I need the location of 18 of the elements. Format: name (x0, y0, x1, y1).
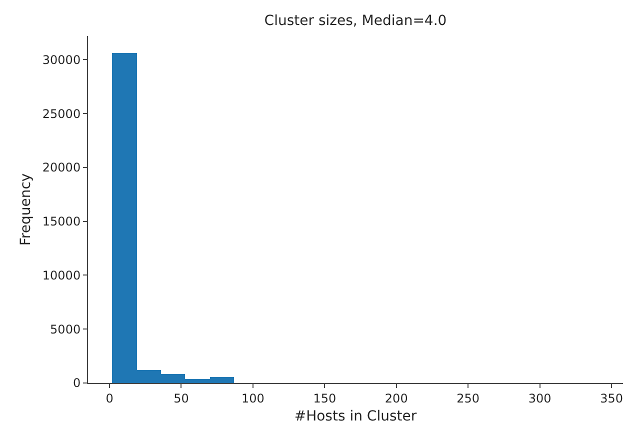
y-tick-label: 10000 (42, 268, 81, 282)
y-tick-label: 0 (72, 376, 81, 390)
y-axis-title: Frequency (18, 173, 34, 246)
x-tick-label: 50 (174, 391, 189, 406)
x-tick-label: 300 (528, 391, 552, 406)
x-tick-label: 0 (106, 391, 114, 406)
y-tick-label: 5000 (50, 322, 81, 336)
chart-title: Cluster sizes, Median=4.0 (264, 13, 447, 30)
x-tick-label: 350 (600, 391, 623, 406)
x-tick-label: 150 (313, 391, 336, 406)
x-tick-label: 100 (241, 391, 264, 406)
y-tick-label: 25000 (42, 106, 81, 121)
y-tick-label: 30000 (42, 52, 81, 67)
x-tick-label: 250 (456, 391, 480, 406)
x-axis-title: #Hosts in Cluster (294, 408, 417, 425)
y-tick-label: 20000 (42, 160, 81, 175)
y-tick-label: 15000 (42, 214, 81, 229)
x-tick-label: 200 (384, 391, 408, 406)
